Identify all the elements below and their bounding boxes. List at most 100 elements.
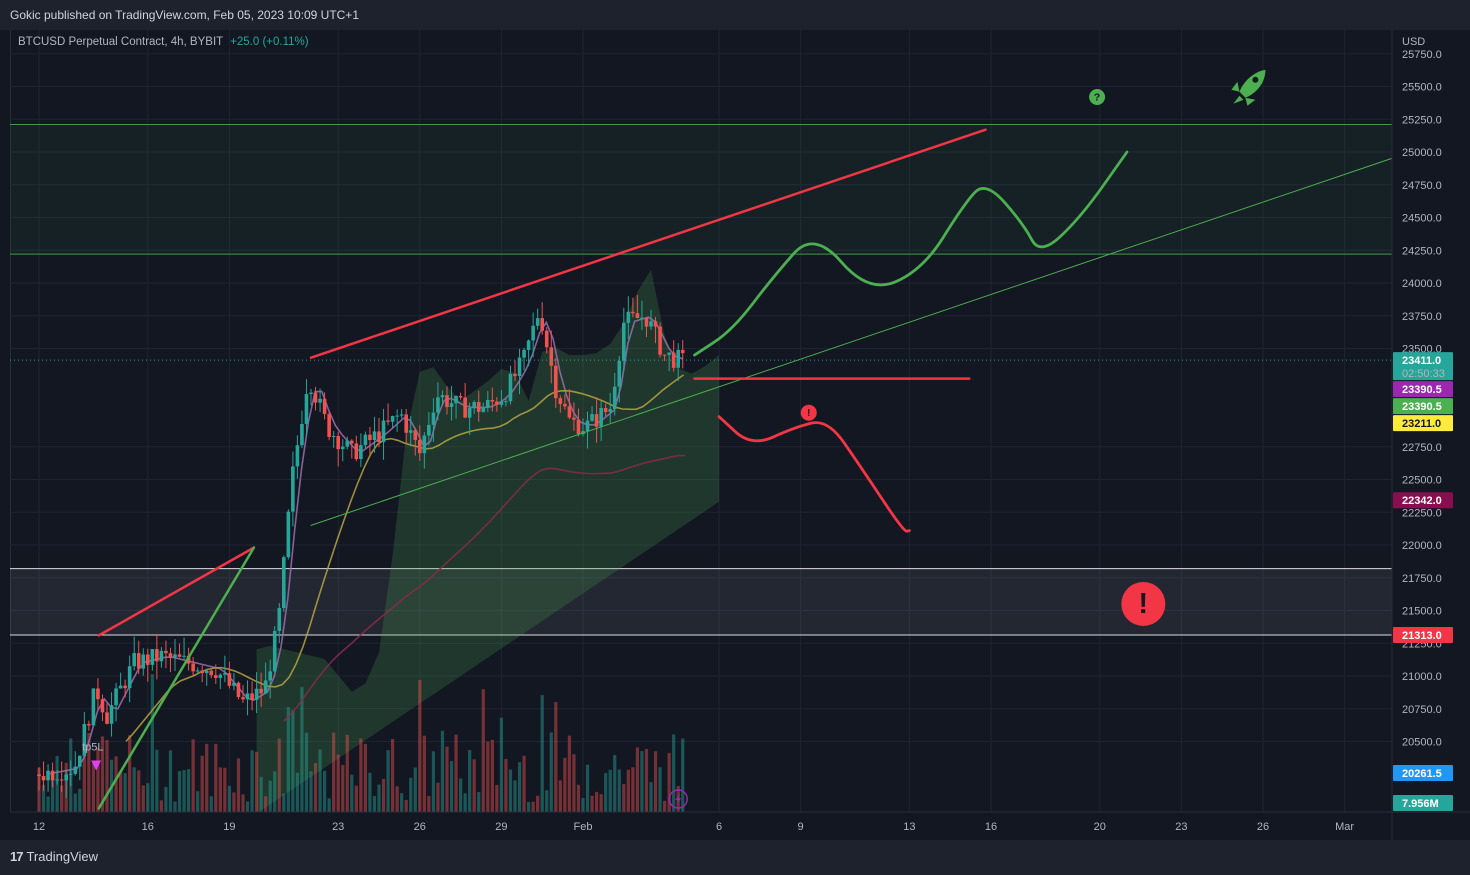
volume-bar [472, 759, 476, 812]
tradingview-logo[interactable]: 17 TradingView [10, 849, 98, 864]
volume-bar [404, 799, 408, 812]
candle-body [590, 414, 594, 421]
rocket-icon[interactable] [1231, 69, 1266, 106]
candle-body [526, 340, 531, 350]
volume-bar [631, 767, 635, 812]
candle-body [263, 680, 268, 694]
candle-body [200, 670, 204, 674]
candle-body [182, 655, 186, 657]
candle-body [300, 423, 304, 446]
candle-body [150, 649, 155, 665]
volume-bar [309, 771, 313, 812]
candle-body [594, 414, 599, 427]
volume-bar [282, 793, 286, 812]
volume-bar [595, 791, 599, 812]
volume-bar [218, 767, 222, 812]
volume-bar [626, 769, 630, 812]
projection-bear-path[interactable] [717, 415, 911, 533]
candle-body [68, 773, 73, 775]
volume-bar [304, 732, 309, 812]
volume-bar [191, 739, 195, 812]
candle-body [295, 445, 300, 467]
volume-bar [51, 773, 55, 812]
volume-bar [454, 734, 458, 812]
volume-bar [87, 733, 91, 812]
warning-small-icon-circle [800, 404, 817, 421]
x-tick-label: 29 [495, 821, 507, 833]
candle-body [223, 673, 227, 675]
candle-body [209, 670, 214, 676]
y-tick-label: 24000.0 [1402, 278, 1442, 290]
volume-bar [445, 746, 449, 812]
volume-bar [318, 749, 322, 812]
candle-body [96, 688, 100, 700]
candle-body [540, 318, 544, 331]
price-badge: 23411.002:50:33 [1393, 352, 1453, 381]
candle-body [667, 352, 671, 355]
volume-bar [563, 757, 567, 812]
candle-body [445, 395, 449, 408]
price-badge-label: 20261.5 [1402, 768, 1442, 780]
volume-bar [554, 702, 558, 812]
rocket-body [1239, 69, 1266, 98]
y-tick-label: 22750.0 [1402, 442, 1442, 454]
trend-line-upper-red[interactable] [309, 128, 987, 359]
volume-bar [622, 784, 626, 812]
published-by: Gokic published on TradingView.com, Feb … [10, 8, 359, 22]
tp-marker-icon [91, 760, 102, 771]
volume-bar [431, 751, 435, 812]
candle-body [422, 435, 427, 454]
price-badge: 21313.0 [1393, 626, 1453, 643]
candle-body [599, 407, 603, 427]
candle-body [304, 394, 309, 424]
candle-body [427, 424, 431, 436]
candle-body [191, 663, 195, 672]
candle-body [236, 682, 241, 698]
candle-body [495, 401, 499, 405]
volume-bar [504, 759, 508, 812]
trend-line-lower-green[interactable] [310, 156, 1399, 526]
candle-body [272, 630, 277, 672]
candle-body [46, 770, 50, 781]
symbol-title: BTCUSD Perpetual Contract, 4h, BYBIT [18, 36, 223, 48]
candle-body [254, 688, 259, 700]
volume-bar [567, 735, 571, 812]
volume-bar [286, 707, 290, 812]
volume-bar [545, 790, 549, 812]
candle-body [622, 322, 626, 361]
y-tick-label: 22500.0 [1402, 475, 1442, 487]
volume-bar [536, 795, 540, 812]
price-badge-label: 23211.0 [1402, 418, 1441, 430]
candle-body [250, 693, 254, 700]
candle-body [309, 392, 313, 395]
projection-bull-path[interactable] [693, 150, 1129, 357]
candle-body [431, 412, 436, 425]
volume-bar [672, 734, 676, 812]
candle-body [395, 415, 399, 417]
chart-pane[interactable] [10, 30, 1393, 812]
candle-body [662, 354, 667, 356]
x-tick-label: 6 [716, 821, 722, 833]
price-badge: 23390.5 [1393, 398, 1453, 415]
volume-bar [391, 738, 395, 812]
volume-bar [459, 778, 463, 812]
trend-line-small-red[interactable] [97, 546, 256, 637]
trend-line-small-green[interactable] [97, 546, 256, 810]
volume-bar [440, 730, 445, 812]
grid [10, 30, 1392, 812]
question-icon[interactable]: ? [1089, 88, 1106, 105]
candle-body [282, 557, 286, 609]
warning-large-icon[interactable]: ! [1121, 581, 1166, 626]
y-tick-label: 25250.0 [1402, 114, 1442, 126]
y-tick-label: 25000.0 [1402, 147, 1442, 159]
candle-body [313, 392, 318, 403]
candle-body [649, 321, 653, 327]
ma-mid-line [125, 374, 685, 742]
volume-bar [300, 686, 304, 812]
price-badge-bg [1393, 626, 1453, 643]
warning-small-icon[interactable]: ! [800, 404, 817, 421]
candle-body [37, 774, 41, 777]
lightning-icon[interactable] [668, 789, 688, 809]
price-badge-label: 23390.5 [1402, 384, 1442, 396]
